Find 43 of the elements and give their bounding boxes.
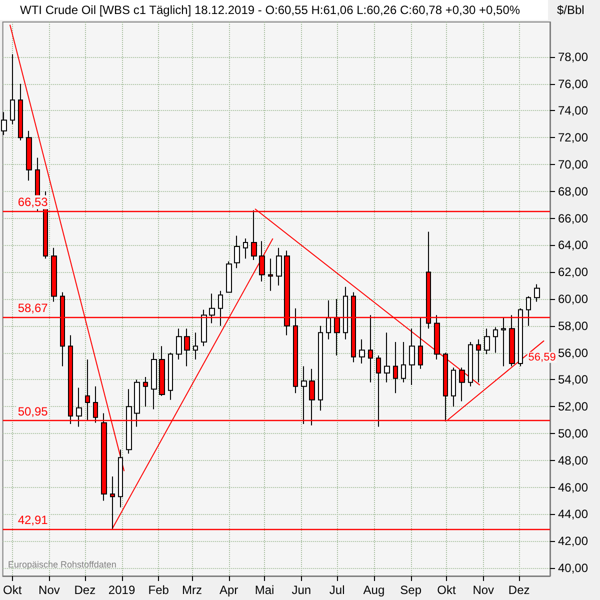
x-tick-label: Feb: [148, 583, 170, 597]
annotation: Europäische Rohstoffdaten: [8, 560, 116, 570]
y-tick-label: 78,00: [558, 50, 588, 64]
x-tick-label: Okt: [437, 583, 457, 597]
y-tick-label: 44,00: [558, 507, 588, 522]
y-tick-label: 56,00: [558, 346, 588, 360]
ref-line-label: 58,67: [18, 300, 48, 315]
x-tick-label: Nov: [38, 583, 60, 597]
x-tick-label: Okt: [3, 583, 22, 597]
x-tick-label: Mrz: [182, 583, 202, 597]
x-tick-label: Dez: [508, 583, 530, 597]
x-tick-label: Jul: [329, 583, 345, 597]
y-axis-title: $/Bbl: [557, 3, 584, 17]
x-tick-label: Aug: [363, 583, 385, 597]
x-tick-label: 2019: [108, 583, 136, 597]
y-tick-label: 54,00: [558, 372, 588, 387]
ref-line-label: 42,91: [18, 512, 48, 527]
y-tick-label: 62,00: [558, 265, 588, 280]
y-tick-label: 48,00: [558, 453, 588, 468]
x-tick-label: Sep: [400, 583, 422, 597]
x-tick-label: Jun: [292, 583, 312, 597]
y-tick-label: 50,00: [558, 426, 588, 440]
chart-title: WTI Crude Oil [WBS c1 Täglich] 18.12.2019 - O:60,55 H:61,06 L:60,26 C:60,78 +0,30 +0,50%: [20, 3, 520, 17]
y-tick-label: 72,00: [558, 130, 588, 145]
x-tick-label: Nov: [472, 583, 494, 597]
y-tick-label: 68,00: [558, 184, 588, 198]
y-tick-label: 70,00: [558, 158, 588, 172]
y-tick-label: 76,00: [558, 76, 588, 91]
y-tick-label: 66,00: [558, 211, 588, 226]
y-tick-label: 42,00: [558, 534, 588, 548]
y-tick-label: 74,00: [558, 104, 588, 118]
annotation: 56,59: [528, 351, 556, 364]
y-tick-label: 64,00: [558, 238, 588, 252]
y-tick-label: 52,00: [558, 400, 588, 414]
y-tick-label: 60,00: [558, 292, 588, 306]
y-tick-label: 40,00: [558, 560, 588, 575]
x-tick-label: Apr: [219, 583, 238, 597]
ref-line-label: 50,95: [18, 404, 48, 419]
x-tick-label: Mai: [254, 583, 274, 597]
y-tick-label: 46,00: [558, 480, 588, 494]
ref-line-label: 66,53: [18, 195, 48, 210]
x-tick-label: Dez: [74, 583, 96, 597]
y-tick-label: 58,00: [558, 318, 588, 333]
